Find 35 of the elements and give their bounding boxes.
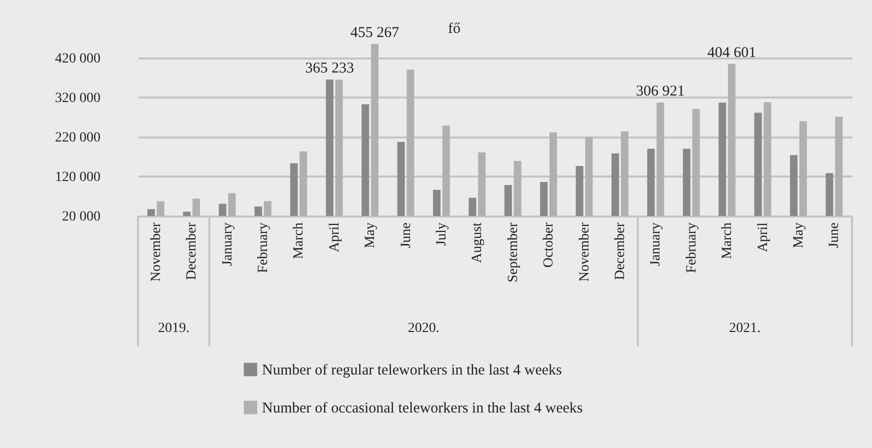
x-tick-label: May — [791, 222, 806, 248]
data-label: 365 233 — [305, 60, 354, 76]
x-tick-label: June — [827, 222, 842, 248]
x-tick-label: April — [756, 222, 771, 252]
x-tick-label: March — [720, 222, 736, 260]
x-tick-label: December — [184, 222, 200, 280]
text: 2020. — [408, 321, 440, 336]
data-label: 455 267 — [350, 24, 400, 41]
x-tick-label: March — [292, 222, 307, 260]
x-tick-label: November — [577, 222, 592, 282]
x-tick-label: January — [648, 222, 664, 266]
legend-label: Number of regular teleworkers in the last 4 weeks — [262, 362, 562, 378]
y-tick-label: 120 000 — [55, 170, 100, 185]
y-tick-label: 420 000 — [55, 51, 100, 66]
text: fő — [448, 21, 460, 37]
data-label: 306 921 — [636, 84, 685, 100]
x-tick-label: February — [684, 222, 700, 274]
y-tick-label: 320 000 — [55, 90, 100, 106]
x-tick-label: November — [148, 222, 164, 282]
x-tick-label: June — [398, 222, 414, 248]
x-tick-label: December — [612, 222, 628, 280]
x-tick-label: August — [470, 222, 486, 263]
x-tick-label: September — [506, 222, 521, 282]
text: 2021. — [729, 321, 761, 336]
data-label: 404 601 — [707, 44, 756, 61]
x-tick-label: July — [434, 222, 450, 246]
x-tick-label: October — [542, 222, 557, 268]
y-tick-label: 20 000 — [62, 210, 100, 224]
x-tick-label: January — [220, 222, 236, 266]
text: 2019. — [158, 321, 190, 336]
legend-label: Number of occasional teleworkers in the last 4 weeks — [262, 400, 583, 416]
x-tick-label: April — [327, 222, 342, 252]
x-tick-label: May — [363, 222, 378, 248]
y-tick-label: 220 000 — [55, 130, 100, 146]
x-tick-label: February — [256, 222, 271, 274]
